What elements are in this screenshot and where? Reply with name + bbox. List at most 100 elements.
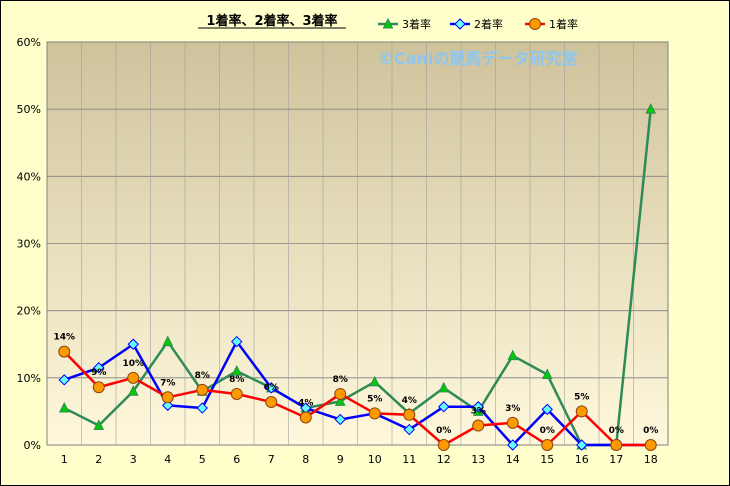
data-label: 4% [298,398,313,408]
marker-circle [529,18,541,30]
marker-circle [265,396,278,409]
x-tick-label: 7 [268,453,275,466]
data-label: 10% [122,359,144,369]
marker-circle [368,407,381,420]
y-tick-label: 0% [24,439,41,452]
x-tick-label: 2 [95,453,102,466]
legend-item: 2着率 [450,17,503,31]
marker-diamond [403,423,415,436]
x-tick-label: 4 [164,453,171,466]
marker-circle [92,381,105,394]
marker-triangle [162,335,174,347]
marker-triangle [58,401,70,413]
marker-circle [610,439,623,451]
x-tick-label: 3 [130,453,137,466]
x-tick-label: 15 [540,453,554,466]
marker-circle [575,405,588,418]
x-tick-label: 13 [471,453,485,466]
x-tick-label: 8 [302,453,309,466]
data-labels: 14% 9% 10% 7% 8% 8% 6% 4% 8% 5% 4% 0% 3% 3% 0% 5% 0% 0% [53,333,658,436]
marker-diamond [58,374,70,386]
marker-circle [644,439,657,451]
data-label: 5% [574,392,589,402]
data-label: 0% [436,426,451,436]
data-label: 6% [264,383,279,393]
legend-label: 1着率 [549,17,578,31]
legend-label: 2着率 [474,17,503,31]
marker-triangle [231,364,243,376]
marker-circle [472,419,485,432]
data-label: 0% [540,426,555,436]
data-label: 9% [91,368,106,378]
x-tick-label: 11 [402,453,416,466]
marker-diamond [576,439,588,451]
marker-diamond [127,338,139,350]
marker-diamond [438,401,450,413]
x-tick-label: 17 [609,453,623,466]
x-tick-label: 6 [233,453,240,466]
data-label: 3% [471,407,486,417]
marker-circle [437,439,450,451]
y-tick-label: 50% [17,103,41,116]
y-tick-label: 40% [17,170,41,183]
plot-border [46,41,669,446]
marker-triangle [438,381,450,393]
marker-circle [403,408,416,421]
marker-diamond [162,399,174,412]
marker-circle [230,387,243,400]
marker-diamond [541,403,553,416]
marker-triangle [645,103,657,114]
marker-circle [161,391,174,404]
watermark: ©Caniの競馬データ研究室 [378,49,577,68]
marker-diamond [507,439,519,451]
marker-circle [541,439,554,451]
data-label: 0% [609,426,624,436]
marker-diamond [93,362,105,374]
marker-triangle [127,385,139,396]
marker-circle [58,345,71,358]
marker-triangle [382,17,394,29]
y-tick-label: 60% [17,36,41,49]
series-line [63,350,651,447]
marker-circle [334,387,347,400]
marker-diamond [265,382,277,394]
marker-triangle [369,375,381,387]
marker-diamond [472,401,484,413]
x-tick-label: 1 [61,453,68,466]
y-tick-label: 10% [17,372,41,385]
x-tick-label: 18 [644,453,658,466]
marker-diamond [334,413,346,426]
data-label: 3% [505,404,520,414]
series-line [63,109,652,447]
marker-diamond [231,335,243,348]
x-tick-label: 10 [368,453,382,466]
y-tick-label: 30% [17,238,41,251]
x-tick-label: 12 [437,453,451,466]
legend-item: 3着率 [378,17,431,31]
y-axis-ticks: 0% 10% 20% 30% 40% 50% 60% [17,36,41,452]
marker-circle [196,383,209,396]
y-tick-label: 20% [17,305,41,318]
data-label: 8% [229,375,244,385]
x-tick-label: 14 [506,453,520,466]
marker-circle [299,411,312,424]
legend: 3着率 2着率 1着率 [378,17,578,31]
chart-title: 1着率、2着率、3着率 [206,13,337,29]
marker-diamond [454,18,466,30]
data-label: 4% [402,396,417,406]
x-axis-ticks: 1 2 3 4 5 6 7 8 9 10 11 12 13 14 15 16 17 18 [61,453,658,466]
x-tick-label: 9 [337,453,344,466]
marker-triangle [541,368,553,379]
data-label: 7% [160,378,175,388]
x-tick-label: 16 [575,453,589,466]
marker-circle [127,371,140,384]
data-label: 5% [367,394,382,404]
gridlines [47,42,668,445]
data-label: 8% [195,371,210,381]
marker-triangle [93,419,105,431]
series-3 [58,345,657,451]
x-tick-label: 5 [199,453,206,466]
data-label: 8% [333,375,348,385]
legend-item: 1着率 [525,17,578,31]
